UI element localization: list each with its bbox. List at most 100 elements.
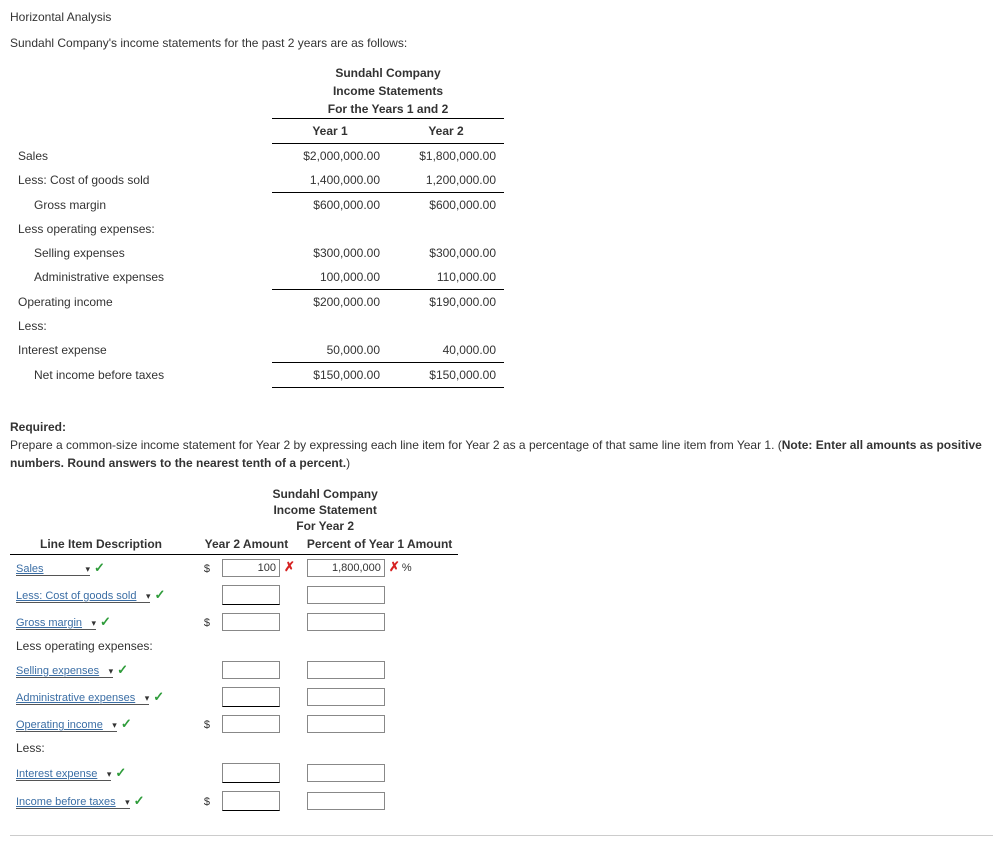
row-value: 110,000.00: [388, 265, 504, 290]
table-row: Selling expenses $300,000.00 $300,000.00: [10, 241, 504, 265]
row-value: 1,400,000.00: [272, 168, 388, 193]
line-item-select[interactable]: Administrative expenses: [16, 692, 149, 705]
percent-input[interactable]: [307, 613, 385, 631]
row-value: $190,000.00: [388, 290, 504, 315]
line-item-select[interactable]: Gross margin: [16, 617, 96, 630]
stmt-header-company: Sundahl Company: [272, 64, 504, 82]
line-item-select[interactable]: Income before taxes: [16, 796, 130, 809]
ws-row-interest: Interest expense ✓: [10, 759, 458, 787]
dollar-sign: $: [200, 796, 210, 808]
percent-input[interactable]: [307, 764, 385, 782]
income-statements-table: Sundahl Company Income Statements For th…: [10, 64, 504, 388]
row-label: Less:: [10, 737, 192, 759]
row-value: $1,800,000.00: [388, 144, 504, 169]
amount-input[interactable]: [222, 585, 280, 605]
row-label: Net income before taxes: [10, 363, 272, 388]
check-icon: ✓: [134, 793, 145, 808]
row-label: Gross margin: [10, 193, 272, 218]
required-label: Required:: [10, 420, 66, 434]
percent-input[interactable]: [307, 586, 385, 604]
row-value: $150,000.00: [388, 363, 504, 388]
line-item-select[interactable]: Operating income: [16, 719, 117, 732]
row-value: 1,200,000.00: [388, 168, 504, 193]
check-icon: ✓: [154, 587, 165, 602]
required-text-end: ): [346, 456, 350, 470]
ws-row-ibt: Income before taxes ✓ $: [10, 787, 458, 815]
amount-input[interactable]: [222, 687, 280, 707]
row-value: $2,000,000.00: [272, 144, 388, 169]
cross-icon: ✗: [284, 559, 295, 574]
percent-input[interactable]: 1,800,000: [307, 559, 385, 577]
check-icon: ✓: [94, 560, 105, 575]
row-label: Sales: [10, 144, 272, 169]
percent-input[interactable]: [307, 792, 385, 810]
line-item-select[interactable]: Less: Cost of goods sold: [16, 590, 150, 603]
col-head-year2: Year 2: [388, 119, 504, 144]
ws-row-sales: Sales ✓ $ 100 ✗ 1,800,000 ✗%: [10, 555, 458, 582]
amount-input[interactable]: 100: [222, 559, 280, 577]
row-value: $600,000.00: [272, 193, 388, 218]
table-row: Operating income $200,000.00 $190,000.00: [10, 290, 504, 315]
check-icon: ✓: [115, 765, 126, 780]
row-value: $200,000.00: [272, 290, 388, 315]
row-label: Administrative expenses: [10, 265, 272, 290]
ws-row-selling: Selling expenses ✓: [10, 657, 458, 683]
dollar-sign: $: [200, 719, 210, 731]
required-block: Required: Prepare a common-size income s…: [10, 418, 993, 472]
dollar-sign: $: [200, 617, 210, 629]
table-row: Less:: [10, 314, 504, 338]
col-head-year1: Year 1: [272, 119, 388, 144]
check-icon: ✓: [153, 689, 164, 704]
row-label: Less: Cost of goods sold: [10, 168, 272, 193]
row-value: $300,000.00: [388, 241, 504, 265]
ws-row-less: Less:: [10, 737, 458, 759]
percent-input[interactable]: [307, 688, 385, 706]
amount-input[interactable]: [222, 661, 280, 679]
required-text: Prepare a common-size income statement f…: [10, 438, 782, 452]
row-label: Operating income: [10, 290, 272, 315]
intro-text: Sundahl Company's income statements for …: [10, 36, 993, 50]
worksheet-table: Sundahl Company Income Statement For Yea…: [10, 486, 458, 815]
row-value: 40,000.00: [388, 338, 504, 363]
table-row: Sales $2,000,000.00 $1,800,000.00: [10, 144, 504, 169]
amount-input[interactable]: [222, 763, 280, 783]
row-label: Less:: [10, 314, 272, 338]
row-label: Interest expense: [10, 338, 272, 363]
ws-row-admin: Administrative expenses ✓: [10, 683, 458, 711]
ws-col-amt: Year 2 Amount: [192, 534, 301, 555]
row-value: $150,000.00: [272, 363, 388, 388]
check-icon: ✓: [117, 662, 128, 677]
row-label: Selling expenses: [10, 241, 272, 265]
ws-row-cogs: Less: Cost of goods sold ✓: [10, 581, 458, 609]
line-item-select[interactable]: Selling expenses: [16, 665, 113, 678]
percent-sign: %: [402, 562, 412, 574]
amount-input[interactable]: [222, 613, 280, 631]
page-title: Horizontal Analysis: [10, 10, 993, 24]
row-value: 100,000.00: [272, 265, 388, 290]
stmt-header-title: Income Statements: [272, 82, 504, 100]
row-label: Less operating expenses:: [10, 635, 192, 657]
amount-input[interactable]: [222, 791, 280, 811]
ws-col-pct: Percent of Year 1 Amount: [301, 534, 458, 555]
table-row: Less operating expenses:: [10, 217, 504, 241]
row-value: $600,000.00: [388, 193, 504, 218]
ws-row-opinc: Operating income ✓ $: [10, 711, 458, 737]
row-value: $300,000.00: [272, 241, 388, 265]
ws-header-title: Income Statement: [192, 502, 458, 518]
dollar-sign: $: [200, 563, 210, 575]
stmt-header-period: For the Years 1 and 2: [272, 100, 504, 119]
cross-icon: ✗: [389, 559, 400, 574]
table-row: Administrative expenses 100,000.00 110,0…: [10, 265, 504, 290]
line-item-select[interactable]: Sales: [16, 563, 90, 576]
table-row: Gross margin $600,000.00 $600,000.00: [10, 193, 504, 218]
percent-input[interactable]: [307, 661, 385, 679]
table-row: Interest expense 50,000.00 40,000.00: [10, 338, 504, 363]
line-item-select[interactable]: Interest expense: [16, 768, 111, 781]
ws-col-desc: Line Item Description: [10, 534, 192, 555]
row-value: 50,000.00: [272, 338, 388, 363]
check-icon: ✓: [121, 716, 132, 731]
ws-row-lessop: Less operating expenses:: [10, 635, 458, 657]
check-icon: ✓: [100, 614, 111, 629]
ws-row-gross: Gross margin ✓ $: [10, 609, 458, 635]
row-label: Less operating expenses:: [10, 217, 272, 241]
